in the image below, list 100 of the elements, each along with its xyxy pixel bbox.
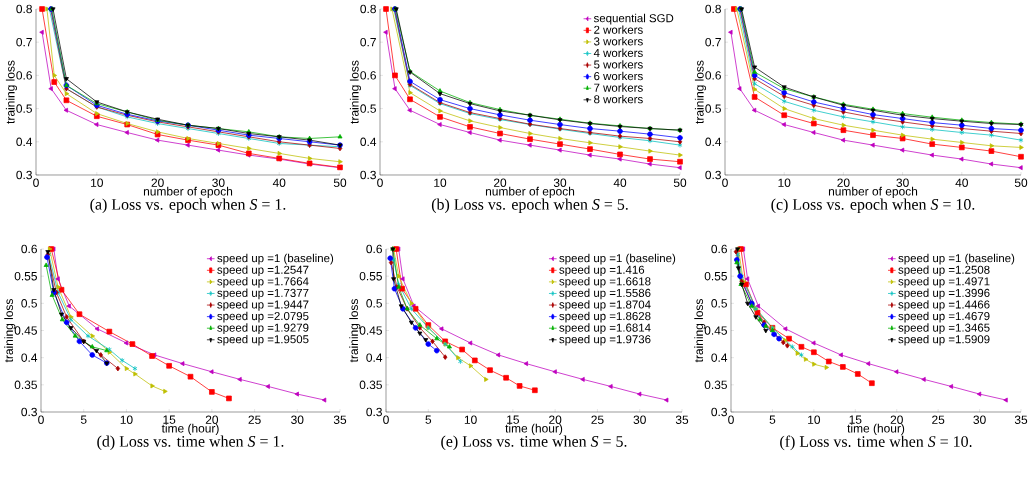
x-tick-label: 40 [272,178,286,187]
x-tick-label: 10 [91,178,103,187]
legend-label: speed up =1 (baseline) [559,253,676,265]
y-tick-label: 0.45 [704,326,727,335]
y-tick-label: 0.8 [16,4,32,14]
y-tick-label: 0.8 [360,4,376,14]
x-tick-label: 20 [549,415,562,424]
legend-label: speed up =1.7377 [217,288,309,300]
text: (d) Loss vs. time when S = 1. [97,435,284,450]
x-tick-label: 50 [1014,178,1028,187]
y-tick-label: 0.3 [16,170,32,180]
y-axis-title: training loss [4,299,16,363]
x-tick-label: 30 [212,178,225,187]
legend-label: 7 workers [594,83,643,92]
y-tick-label: 0.45 [14,326,37,335]
x-axis-title: number of epoch [143,186,233,198]
y-tick-label: 0.5 [21,299,37,308]
text: (b) Loss vs. epoch when S = 5. [431,198,628,213]
text: (f) Loss vs. time when S = 10. [780,435,972,451]
y-tick-label: 0.6 [366,244,382,254]
y-tick-label: 0.55 [704,271,727,281]
y-tick-label: 0.5 [366,299,382,308]
y-axis-title: training loss [694,299,706,363]
y-tick-label: 0.55 [14,271,37,281]
text: (c) Loss vs. epoch when S = 10. [771,198,975,213]
x-tick-label: 30 [633,415,646,424]
y-tick-label: 0.5 [360,104,376,113]
legend-label: speed up =1.7664 [217,276,309,288]
legend-label: sequential SGD [593,13,674,25]
y-tick-label: 0.4 [21,353,38,362]
x-axis-title: time (hour) [161,423,219,435]
x-tick-label: 5 [425,415,432,424]
y-tick-label: 0.3 [366,407,382,417]
legend-label: 5 workers [594,60,643,69]
x-tick-label: 20 [837,178,850,187]
y-tick-label: 0.3 [21,407,37,417]
legend-label: speed up =1.4466 [898,300,990,311]
y-tick-label: 0.4 [360,137,377,147]
x-axis-title: time (hour) [505,423,563,435]
legend-label: 4 workers [593,48,643,58]
y-tick-label: 0.7 [360,37,376,47]
x-tick-label: 10 [434,178,447,187]
y-tick-label: 0.4 [705,137,722,147]
x-tick-label: 0 [383,415,389,424]
legend-label: speed up =1.4971 [898,276,990,288]
y-tick-label: 0.4 [366,353,383,362]
x-tick-label: 10 [120,415,133,424]
y-tick-label: 0.55 [359,271,382,281]
y-tick-label: 0.6 [360,71,376,80]
legend-label: speed up =1.6814 [559,323,651,334]
x-tick-label: 40 [613,178,627,187]
x-tick-label: 15 [507,415,519,424]
legend-label: speed up =1.9447 [217,300,309,311]
y-tick-label: 0.35 [704,380,727,390]
x-tick-label: 0 [33,178,39,187]
y-tick-label: 0.3 [711,407,727,417]
legend-label: speed up =1.6618 [559,276,651,288]
y-tick-label: 0.6 [16,71,32,80]
x-tick-label: 30 [553,178,567,187]
x-tick-label: 35 [675,415,689,424]
x-tick-label: 25 [248,415,261,424]
y-tick-label: 0.45 [359,326,382,335]
y-tick-label: 0.7 [705,37,721,47]
x-tick-label: 5 [80,415,87,424]
legend-label: speed up =1.3996 [898,288,990,300]
legend-label: speed up =1.2547 [217,265,309,277]
y-tick-label: 0.35 [14,380,37,390]
x-tick-label: 30 [896,178,909,187]
text: (e) Loss vs. time when S = 5. [441,435,627,450]
x-tick-label: 0 [728,415,734,424]
x-tick-label: 35 [1014,415,1028,424]
y-tick-label: 0.4 [16,137,33,147]
legend-label: speed up =1.4679 [898,311,990,323]
legend-label: 6 workers [594,71,643,81]
y-tick-label: 0.6 [705,71,721,80]
legend-label: speed up =1.416 [559,265,645,277]
x-tick-label: 35 [333,415,347,424]
x-tick-label: 20 [493,178,507,187]
legend-label: 8 workers [594,94,643,104]
legend-label: speed up =1.2508 [898,265,990,277]
x-tick-label: 20 [205,415,219,424]
y-tick-label: 0.7 [16,37,32,47]
x-tick-label: 30 [973,415,986,424]
legend-label: speed up =1.8628 [559,311,651,323]
x-tick-label: 0 [38,415,44,424]
x-tick-label: 20 [151,178,164,187]
text: (a) Loss vs. epoch when S = 1. [90,198,286,213]
y-tick-label: 0.35 [359,380,382,390]
x-tick-label: 20 [890,415,903,424]
y-tick-label: 0.5 [705,104,721,113]
x-tick-label: 10 [778,178,791,187]
x-tick-label: 15 [163,415,176,424]
legend-label: speed up =1.5586 [559,288,651,300]
legend-label: speed up =1.3465 [898,323,990,334]
x-tick-label: 50 [673,178,687,187]
legend-label: speed up =1.9505 [217,334,309,346]
legend-label: 2 workers [594,25,643,34]
legend-label: 3 workers [594,37,643,46]
legend-label: speed up =1.5909 [898,334,990,346]
y-tick-label: 0.6 [21,244,37,254]
